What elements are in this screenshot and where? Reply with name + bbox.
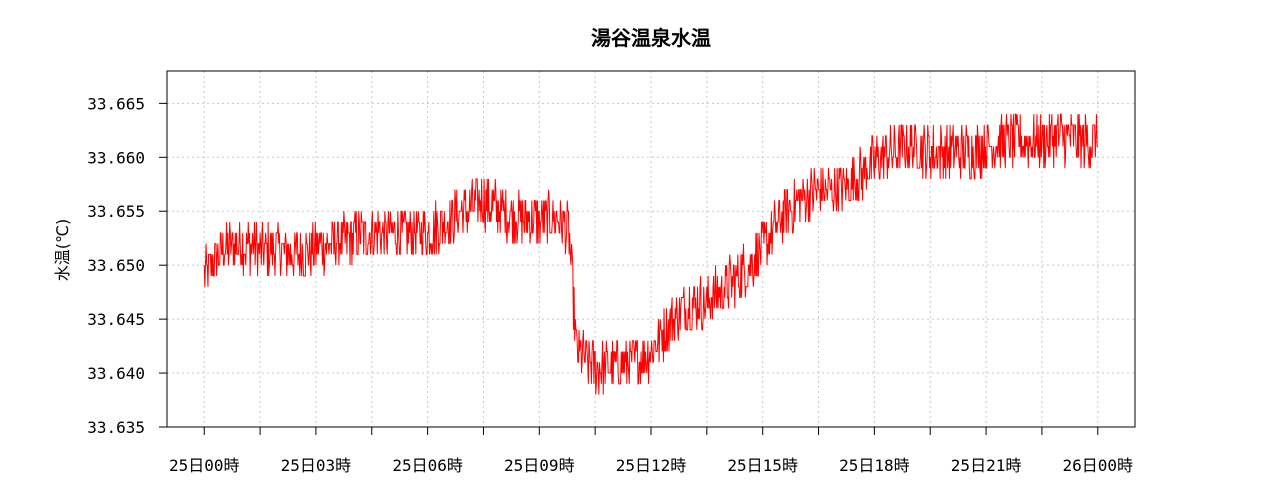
series-group bbox=[203, 113, 1098, 395]
y-axis-label: 水温(℃) bbox=[53, 219, 72, 281]
x-tick-label: 25日06時 bbox=[392, 456, 463, 475]
y-tick-label: 33.660 bbox=[87, 148, 145, 167]
x-tick-label: 26日00時 bbox=[1062, 456, 1133, 475]
y-tick-label: 33.655 bbox=[87, 202, 145, 221]
chart-title: 湯谷温泉水温 bbox=[591, 26, 711, 50]
y-tick-label: 33.665 bbox=[87, 94, 145, 113]
x-tick-label: 25日12時 bbox=[616, 456, 687, 475]
x-tick-label: 25日09時 bbox=[504, 456, 575, 475]
x-tick-label: 25日21時 bbox=[951, 456, 1022, 475]
y-tick-label: 33.645 bbox=[87, 310, 145, 329]
x-tick-label: 25日00時 bbox=[169, 456, 240, 475]
series-line bbox=[203, 113, 1098, 395]
x-tick-label: 25日15時 bbox=[727, 456, 798, 475]
x-tick-label: 25日18時 bbox=[839, 456, 910, 475]
x-tick-label: 25日03時 bbox=[281, 456, 352, 475]
x-axis: 25日00時 25日03時 25日06時 25日09時 25日12時 25日15時 25日1… bbox=[169, 427, 1133, 475]
y-axis: 33.635 33.640 33.645 33.650 33.655 33.660 33.6… bbox=[87, 94, 167, 437]
y-tick-label: 33.650 bbox=[87, 256, 145, 275]
y-tick-label: 33.635 bbox=[87, 418, 145, 437]
y-tick-label: 33.640 bbox=[87, 364, 145, 383]
